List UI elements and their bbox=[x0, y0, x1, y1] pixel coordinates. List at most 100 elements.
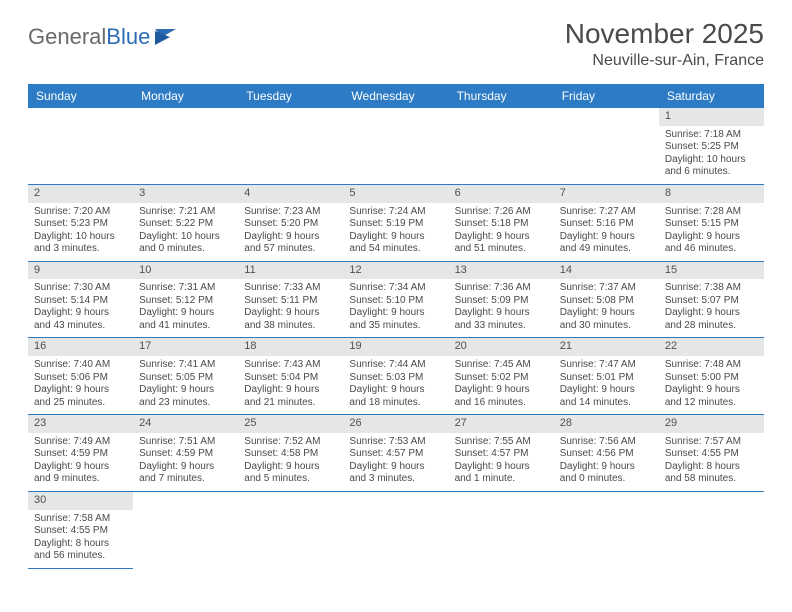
daylight-line: Daylight: 9 hours and 1 minute. bbox=[455, 461, 548, 486]
empty-cell bbox=[343, 108, 448, 185]
sunset-line: Sunset: 5:06 PM bbox=[34, 372, 127, 385]
daylight-line: Daylight: 9 hours and 51 minutes. bbox=[455, 231, 548, 256]
day-cell: 15Sunrise: 7:38 AMSunset: 5:07 PMDayligh… bbox=[659, 262, 764, 339]
day-cell: 29Sunrise: 7:57 AMSunset: 4:55 PMDayligh… bbox=[659, 415, 764, 492]
page-title: November 2025 bbox=[565, 18, 764, 50]
day-body: Sunrise: 7:33 AMSunset: 5:11 PMDaylight:… bbox=[238, 279, 343, 337]
daylight-line: Daylight: 9 hours and 21 minutes. bbox=[244, 384, 337, 409]
day-number: 22 bbox=[659, 338, 764, 356]
day-number: 8 bbox=[659, 185, 764, 203]
day-number: 6 bbox=[449, 185, 554, 203]
day-cell: 30Sunrise: 7:58 AMSunset: 4:55 PMDayligh… bbox=[28, 492, 133, 569]
day-number: 26 bbox=[343, 415, 448, 433]
empty-cell bbox=[133, 108, 238, 185]
day-number: 13 bbox=[449, 262, 554, 280]
sunrise-line: Sunrise: 7:47 AM bbox=[560, 359, 653, 372]
sunrise-line: Sunrise: 7:38 AM bbox=[665, 282, 758, 295]
sunrise-line: Sunrise: 7:20 AM bbox=[34, 206, 127, 219]
day-cell: 17Sunrise: 7:41 AMSunset: 5:05 PMDayligh… bbox=[133, 338, 238, 415]
sunset-line: Sunset: 5:18 PM bbox=[455, 218, 548, 231]
day-number: 9 bbox=[28, 262, 133, 280]
day-body: Sunrise: 7:53 AMSunset: 4:57 PMDaylight:… bbox=[343, 433, 448, 491]
sunrise-line: Sunrise: 7:26 AM bbox=[455, 206, 548, 219]
sunset-line: Sunset: 5:16 PM bbox=[560, 218, 653, 231]
day-cell: 27Sunrise: 7:55 AMSunset: 4:57 PMDayligh… bbox=[449, 415, 554, 492]
daylight-line: Daylight: 9 hours and 16 minutes. bbox=[455, 384, 548, 409]
sunrise-line: Sunrise: 7:21 AM bbox=[139, 206, 232, 219]
day-number: 23 bbox=[28, 415, 133, 433]
daylight-line: Daylight: 9 hours and 57 minutes. bbox=[244, 231, 337, 256]
day-body: Sunrise: 7:27 AMSunset: 5:16 PMDaylight:… bbox=[554, 203, 659, 261]
daylight-line: Daylight: 9 hours and 3 minutes. bbox=[349, 461, 442, 486]
sunrise-line: Sunrise: 7:31 AM bbox=[139, 282, 232, 295]
daylight-line: Daylight: 9 hours and 18 minutes. bbox=[349, 384, 442, 409]
sunrise-line: Sunrise: 7:24 AM bbox=[349, 206, 442, 219]
day-cell: 1Sunrise: 7:18 AMSunset: 5:25 PMDaylight… bbox=[659, 108, 764, 185]
day-cell: 25Sunrise: 7:52 AMSunset: 4:58 PMDayligh… bbox=[238, 415, 343, 492]
sunset-line: Sunset: 5:01 PM bbox=[560, 372, 653, 385]
day-number: 14 bbox=[554, 262, 659, 280]
sunrise-line: Sunrise: 7:18 AM bbox=[665, 129, 758, 142]
day-body: Sunrise: 7:48 AMSunset: 5:00 PMDaylight:… bbox=[659, 356, 764, 414]
sunrise-line: Sunrise: 7:30 AM bbox=[34, 282, 127, 295]
day-cell: 2Sunrise: 7:20 AMSunset: 5:23 PMDaylight… bbox=[28, 185, 133, 262]
day-body: Sunrise: 7:31 AMSunset: 5:12 PMDaylight:… bbox=[133, 279, 238, 337]
sunset-line: Sunset: 5:12 PM bbox=[139, 295, 232, 308]
day-cell: 3Sunrise: 7:21 AMSunset: 5:22 PMDaylight… bbox=[133, 185, 238, 262]
day-body: Sunrise: 7:49 AMSunset: 4:59 PMDaylight:… bbox=[28, 433, 133, 491]
sunset-line: Sunset: 5:02 PM bbox=[455, 372, 548, 385]
day-cell: 20Sunrise: 7:45 AMSunset: 5:02 PMDayligh… bbox=[449, 338, 554, 415]
sunset-line: Sunset: 4:58 PM bbox=[244, 448, 337, 461]
sunrise-line: Sunrise: 7:40 AM bbox=[34, 359, 127, 372]
sunset-line: Sunset: 4:59 PM bbox=[34, 448, 127, 461]
sunrise-line: Sunrise: 7:58 AM bbox=[34, 513, 127, 526]
sunset-line: Sunset: 5:15 PM bbox=[665, 218, 758, 231]
day-cell: 7Sunrise: 7:27 AMSunset: 5:16 PMDaylight… bbox=[554, 185, 659, 262]
header: GeneralBlue November 2025 Neuville-sur-A… bbox=[0, 0, 792, 78]
logo-text-2: Blue bbox=[106, 24, 150, 50]
daylight-line: Daylight: 9 hours and 28 minutes. bbox=[665, 307, 758, 332]
sunset-line: Sunset: 5:11 PM bbox=[244, 295, 337, 308]
logo-flag-icon bbox=[154, 28, 180, 46]
day-cell: 26Sunrise: 7:53 AMSunset: 4:57 PMDayligh… bbox=[343, 415, 448, 492]
sunrise-line: Sunrise: 7:55 AM bbox=[455, 436, 548, 449]
day-number: 5 bbox=[343, 185, 448, 203]
daylight-line: Daylight: 10 hours and 3 minutes. bbox=[34, 231, 127, 256]
day-body: Sunrise: 7:23 AMSunset: 5:20 PMDaylight:… bbox=[238, 203, 343, 261]
weekday-label: Tuesday bbox=[238, 84, 343, 108]
daylight-line: Daylight: 8 hours and 58 minutes. bbox=[665, 461, 758, 486]
day-body: Sunrise: 7:41 AMSunset: 5:05 PMDaylight:… bbox=[133, 356, 238, 414]
day-cell: 21Sunrise: 7:47 AMSunset: 5:01 PMDayligh… bbox=[554, 338, 659, 415]
empty-cell bbox=[449, 108, 554, 185]
sunrise-line: Sunrise: 7:23 AM bbox=[244, 206, 337, 219]
logo: GeneralBlue bbox=[28, 24, 180, 50]
daylight-line: Daylight: 9 hours and 7 minutes. bbox=[139, 461, 232, 486]
day-number: 1 bbox=[659, 108, 764, 126]
daylight-line: Daylight: 9 hours and 14 minutes. bbox=[560, 384, 653, 409]
day-body: Sunrise: 7:24 AMSunset: 5:19 PMDaylight:… bbox=[343, 203, 448, 261]
daylight-line: Daylight: 10 hours and 0 minutes. bbox=[139, 231, 232, 256]
day-body: Sunrise: 7:28 AMSunset: 5:15 PMDaylight:… bbox=[659, 203, 764, 261]
sunrise-line: Sunrise: 7:44 AM bbox=[349, 359, 442, 372]
sunset-line: Sunset: 4:59 PM bbox=[139, 448, 232, 461]
sunset-line: Sunset: 5:23 PM bbox=[34, 218, 127, 231]
day-cell: 23Sunrise: 7:49 AMSunset: 4:59 PMDayligh… bbox=[28, 415, 133, 492]
sunset-line: Sunset: 5:04 PM bbox=[244, 372, 337, 385]
day-body: Sunrise: 7:30 AMSunset: 5:14 PMDaylight:… bbox=[28, 279, 133, 337]
day-cell: 16Sunrise: 7:40 AMSunset: 5:06 PMDayligh… bbox=[28, 338, 133, 415]
sunrise-line: Sunrise: 7:57 AM bbox=[665, 436, 758, 449]
empty-cell bbox=[238, 108, 343, 185]
sunset-line: Sunset: 5:03 PM bbox=[349, 372, 442, 385]
day-number: 12 bbox=[343, 262, 448, 280]
daylight-line: Daylight: 9 hours and 38 minutes. bbox=[244, 307, 337, 332]
weekday-label: Monday bbox=[133, 84, 238, 108]
day-cell: 28Sunrise: 7:56 AMSunset: 4:56 PMDayligh… bbox=[554, 415, 659, 492]
sunrise-line: Sunrise: 7:43 AM bbox=[244, 359, 337, 372]
sunset-line: Sunset: 4:57 PM bbox=[349, 448, 442, 461]
sunset-line: Sunset: 5:22 PM bbox=[139, 218, 232, 231]
daylight-line: Daylight: 8 hours and 56 minutes. bbox=[34, 538, 127, 563]
sunset-line: Sunset: 4:55 PM bbox=[665, 448, 758, 461]
day-body: Sunrise: 7:37 AMSunset: 5:08 PMDaylight:… bbox=[554, 279, 659, 337]
daylight-line: Daylight: 9 hours and 9 minutes. bbox=[34, 461, 127, 486]
weekday-label: Friday bbox=[554, 84, 659, 108]
